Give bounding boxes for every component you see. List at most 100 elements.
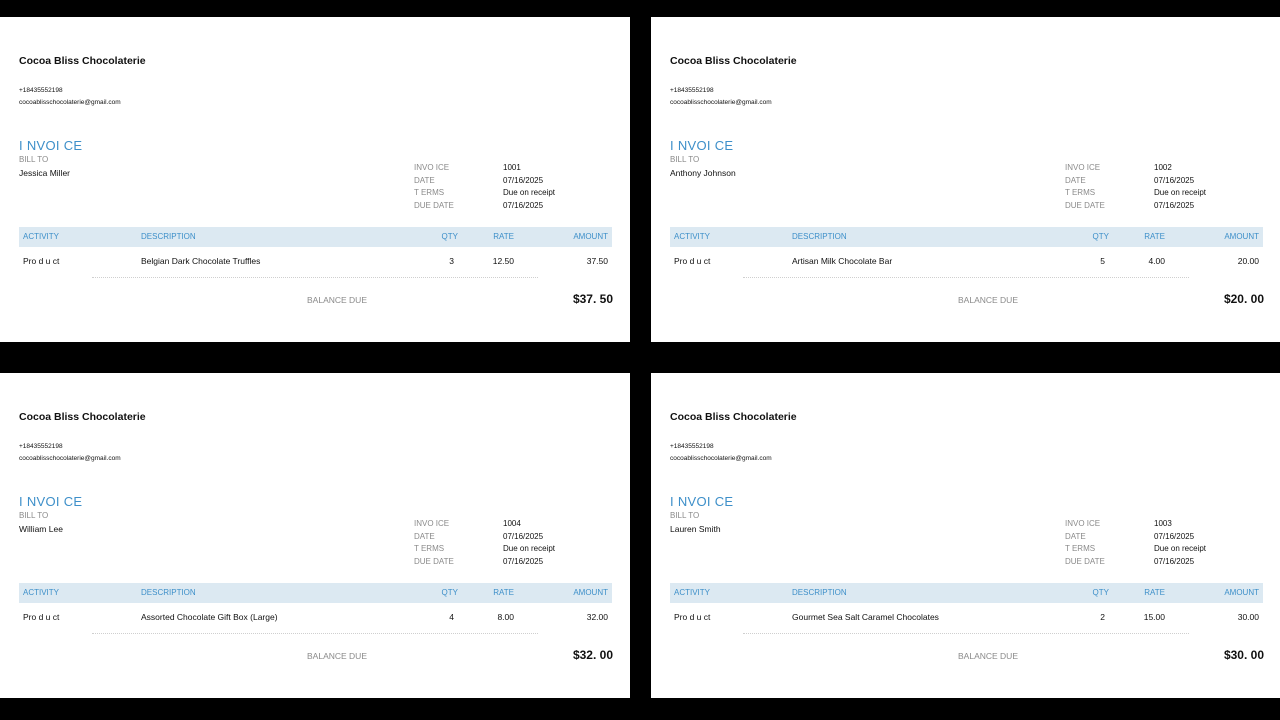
company-name: Cocoa Bliss Chocolaterie bbox=[670, 411, 797, 423]
item-description: Belgian Dark Chocolate Truffles bbox=[141, 256, 261, 266]
column-header-description: DESCRIPTION bbox=[141, 232, 196, 241]
column-header-qty: QTY bbox=[1092, 232, 1109, 241]
invoice-title: I NVOI CE bbox=[19, 494, 83, 509]
item-rate: 8.00 bbox=[497, 612, 514, 622]
divider bbox=[92, 277, 538, 278]
item-activity: Pro d u ct bbox=[23, 256, 60, 266]
terms-label: T ERMS bbox=[414, 544, 445, 553]
column-header-amount: AMOUNT bbox=[573, 588, 608, 597]
invoice-panel: Cocoa Bliss Chocolaterie +18435552198 co… bbox=[0, 17, 630, 342]
company-name: Cocoa Bliss Chocolaterie bbox=[19, 55, 146, 67]
company-email: cocoablisschocolaterie@gmail.com bbox=[19, 455, 121, 462]
item-qty: 4 bbox=[449, 612, 454, 622]
item-rate: 12.50 bbox=[492, 256, 514, 266]
invoice-title: I NVOI CE bbox=[19, 138, 83, 153]
invoice-number: 1004 bbox=[503, 519, 521, 528]
company-email: cocoablisschocolaterie@gmail.com bbox=[670, 455, 772, 462]
item-amount: 30.00 bbox=[1237, 612, 1259, 622]
company-email: cocoablisschocolaterie@gmail.com bbox=[670, 99, 772, 106]
bill-to-name: Lauren Smith bbox=[670, 524, 721, 534]
terms-label: T ERMS bbox=[414, 188, 445, 197]
due-date-label: DUE DATE bbox=[1065, 556, 1105, 566]
column-header-description: DESCRIPTION bbox=[792, 232, 847, 241]
invoice-date: 07/16/2025 bbox=[1154, 175, 1195, 185]
invoice-terms: Due on receipt bbox=[1154, 188, 1207, 197]
item-amount: 20.00 bbox=[1237, 256, 1259, 266]
column-header-activity: ACTIVITY bbox=[674, 588, 711, 597]
invoice-terms: Due on receipt bbox=[503, 544, 556, 553]
invoice-terms: Due on receipt bbox=[503, 188, 556, 197]
invoice-number-label: INVO ICE bbox=[1065, 519, 1101, 528]
balance-due-amount: $32. 00 bbox=[572, 648, 613, 662]
due-date-label: DUE DATE bbox=[1065, 200, 1105, 210]
divider bbox=[92, 633, 538, 634]
invoice-meta: INVO ICE 1002 DATE 07/16/2025 T ERMS Due on… bbox=[1065, 162, 1265, 212]
balance-due-label: BALANCE DUE bbox=[307, 651, 367, 661]
bill-to-label: BILL TO bbox=[19, 511, 49, 520]
invoice-number-label: INVO ICE bbox=[414, 519, 450, 528]
invoice-date: 07/16/2025 bbox=[503, 175, 544, 185]
column-header-qty: QTY bbox=[441, 588, 458, 597]
invoice-due-date: 07/16/2025 bbox=[1154, 556, 1195, 566]
balance-due-amount: $20. 00 bbox=[1223, 292, 1264, 306]
table-header: ACTIVITY DESCRIPTION QTY RATE AMOUNT bbox=[670, 227, 1263, 247]
column-header-description: DESCRIPTION bbox=[141, 588, 196, 597]
date-label: DATE bbox=[1065, 531, 1086, 541]
item-activity: Pro d u ct bbox=[23, 612, 60, 622]
date-label: DATE bbox=[1065, 175, 1086, 185]
invoice-number: 1003 bbox=[1154, 519, 1172, 528]
column-header-activity: ACTIVITY bbox=[23, 232, 60, 241]
invoice-terms: Due on receipt bbox=[1154, 544, 1207, 553]
column-header-qty: QTY bbox=[1092, 588, 1109, 597]
balance-due-amount: $37. 50 bbox=[572, 292, 613, 306]
table-header: ACTIVITY DESCRIPTION QTY RATE AMOUNT bbox=[19, 583, 612, 603]
invoice-number: 1002 bbox=[1154, 163, 1172, 172]
invoice-panel: Cocoa Bliss Chocolaterie +18435552198 co… bbox=[651, 373, 1280, 698]
table-row: Pro d u ct Belgian Dark Chocolate Truffl… bbox=[19, 253, 612, 269]
company-phone: +18435552198 bbox=[19, 443, 63, 450]
column-header-rate: RATE bbox=[493, 588, 514, 597]
item-description: Assorted Chocolate Gift Box (Large) bbox=[141, 612, 278, 622]
company-name: Cocoa Bliss Chocolaterie bbox=[19, 411, 146, 423]
column-header-amount: AMOUNT bbox=[573, 232, 608, 241]
table-row: Pro d u ct Assorted Chocolate Gift Box (… bbox=[19, 609, 612, 625]
table-header: ACTIVITY DESCRIPTION QTY RATE AMOUNT bbox=[19, 227, 612, 247]
invoice-panel: Cocoa Bliss Chocolaterie +18435552198 co… bbox=[651, 17, 1280, 342]
invoice-meta: INVO ICE 1001 DATE 07/16/2025 T ERMS Due on… bbox=[414, 162, 614, 212]
date-label: DATE bbox=[414, 531, 435, 541]
terms-label: T ERMS bbox=[1065, 544, 1096, 553]
column-header-amount: AMOUNT bbox=[1224, 232, 1259, 241]
invoice-date: 07/16/2025 bbox=[1154, 531, 1195, 541]
company-phone: +18435552198 bbox=[670, 87, 714, 94]
column-header-activity: ACTIVITY bbox=[674, 232, 711, 241]
invoice-panel: Cocoa Bliss Chocolaterie +18435552198 co… bbox=[0, 373, 630, 698]
table-row: Pro d u ct Gourmet Sea Salt Caramel Choc… bbox=[670, 609, 1263, 625]
column-header-activity: ACTIVITY bbox=[23, 588, 60, 597]
column-header-description: DESCRIPTION bbox=[792, 588, 847, 597]
bill-to-label: BILL TO bbox=[19, 155, 49, 164]
invoice-number-label: INVO ICE bbox=[1065, 163, 1101, 172]
balance-due-amount: $30. 00 bbox=[1223, 648, 1264, 662]
company-phone: +18435552198 bbox=[19, 87, 63, 94]
invoice-due-date: 07/16/2025 bbox=[1154, 200, 1195, 210]
item-amount: 32.00 bbox=[586, 612, 608, 622]
bill-to-name: Jessica Miller bbox=[19, 168, 71, 178]
bill-to-name: William Lee bbox=[19, 524, 63, 534]
company-name: Cocoa Bliss Chocolaterie bbox=[670, 55, 797, 67]
company-phone: +18435552198 bbox=[670, 443, 714, 450]
divider bbox=[743, 277, 1189, 278]
item-description: Artisan Milk Chocolate Bar bbox=[792, 256, 893, 266]
column-header-rate: RATE bbox=[493, 232, 514, 241]
item-qty: 3 bbox=[449, 256, 454, 266]
column-header-rate: RATE bbox=[1144, 588, 1165, 597]
bill-to-label: BILL TO bbox=[670, 155, 700, 164]
item-qty: 2 bbox=[1100, 612, 1105, 622]
column-header-amount: AMOUNT bbox=[1224, 588, 1259, 597]
company-email: cocoablisschocolaterie@gmail.com bbox=[19, 99, 121, 106]
column-header-qty: QTY bbox=[441, 232, 458, 241]
divider bbox=[743, 633, 1189, 634]
item-rate: 4.00 bbox=[1148, 256, 1165, 266]
column-header-rate: RATE bbox=[1144, 232, 1165, 241]
invoice-due-date: 07/16/2025 bbox=[503, 556, 544, 566]
item-description: Gourmet Sea Salt Caramel Chocolates bbox=[792, 612, 939, 622]
